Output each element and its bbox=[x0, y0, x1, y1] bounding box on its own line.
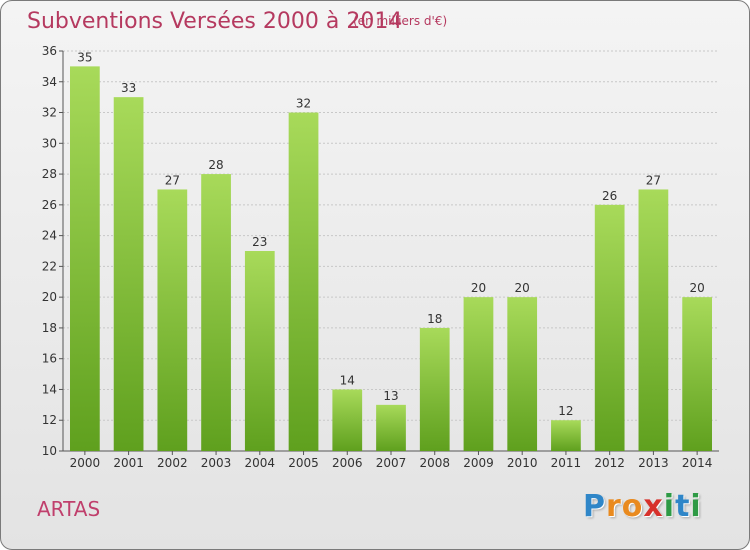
y-tick-label: 30 bbox=[42, 136, 57, 150]
bar-value-label: 20 bbox=[689, 281, 704, 295]
bar bbox=[332, 389, 363, 451]
bar-value-label: 13 bbox=[383, 389, 398, 403]
bar bbox=[201, 174, 231, 452]
bar-value-label: 23 bbox=[252, 235, 267, 249]
labels: 35 2000 33 2001 27 2002 28 2003 23 2004 32 2005 14 20… bbox=[70, 50, 713, 470]
axes: 10 12 14 16 18 20 22 24 26 28 30 32 34 36 bbox=[42, 44, 719, 458]
logo-letter: i bbox=[690, 489, 702, 524]
bar-value-label: 32 bbox=[296, 97, 311, 111]
y-tick-label: 36 bbox=[42, 44, 57, 58]
bar-value-label: 28 bbox=[208, 158, 223, 172]
logo-letter: x bbox=[643, 489, 664, 524]
logo-letter: P bbox=[583, 489, 606, 524]
y-tick-label: 28 bbox=[42, 167, 57, 181]
x-tick-label: 2013 bbox=[638, 456, 669, 470]
bar bbox=[463, 297, 494, 451]
x-tick-label: 2011 bbox=[551, 456, 582, 470]
x-tick-label: 2006 bbox=[332, 456, 363, 470]
x-tick-label: 2001 bbox=[113, 456, 144, 470]
bar bbox=[594, 204, 625, 451]
x-tick-label: 2014 bbox=[682, 456, 713, 470]
y-tick-label: 22 bbox=[42, 259, 57, 273]
y-tick-label: 26 bbox=[42, 198, 57, 212]
bar bbox=[638, 189, 669, 451]
x-tick-label: 2000 bbox=[70, 456, 101, 470]
bar bbox=[244, 251, 275, 451]
x-tick-label: 2007 bbox=[376, 456, 407, 470]
bar bbox=[376, 404, 406, 451]
bar-value-label: 27 bbox=[165, 173, 180, 187]
bars bbox=[69, 66, 713, 452]
bar bbox=[419, 327, 450, 451]
y-tick-label: 10 bbox=[42, 444, 57, 458]
x-tick-label: 2012 bbox=[594, 456, 625, 470]
x-tick-label: 2003 bbox=[201, 456, 232, 470]
bar-value-label: 14 bbox=[340, 373, 355, 387]
bar bbox=[157, 189, 188, 451]
bar-value-label: 26 bbox=[602, 189, 617, 203]
bar bbox=[507, 297, 538, 451]
x-tick-label: 2009 bbox=[463, 456, 494, 470]
y-tick-label: 24 bbox=[42, 229, 57, 243]
bar-value-label: 18 bbox=[427, 312, 442, 326]
bar bbox=[113, 97, 144, 452]
bar bbox=[288, 112, 319, 452]
bar-value-label: 27 bbox=[646, 173, 661, 187]
y-tick-label: 12 bbox=[42, 413, 57, 427]
bar bbox=[551, 420, 581, 451]
x-tick-label: 2002 bbox=[157, 456, 188, 470]
x-tick-label: 2004 bbox=[245, 456, 276, 470]
y-tick-label: 20 bbox=[42, 290, 57, 304]
chart-title: Subventions Versées 2000 à 2014 bbox=[27, 9, 403, 34]
y-tick-label: 32 bbox=[42, 106, 57, 120]
bar-value-label: 12 bbox=[558, 404, 573, 418]
logo-letter: t bbox=[675, 489, 691, 524]
commune-name: ARTAS bbox=[37, 497, 101, 521]
x-tick-label: 2005 bbox=[288, 456, 319, 470]
bar bbox=[682, 297, 713, 451]
logo-letter: r bbox=[606, 489, 622, 524]
y-tick-label: 18 bbox=[42, 321, 57, 335]
logo-letter: i bbox=[663, 489, 676, 524]
bar-value-label: 20 bbox=[515, 281, 530, 295]
chart-unit-note: (en milliers d'€) bbox=[353, 14, 448, 28]
x-tick-label: 2008 bbox=[419, 456, 450, 470]
x-tick-label: 2010 bbox=[507, 456, 538, 470]
y-tick-label: 14 bbox=[42, 382, 57, 396]
bar-value-label: 20 bbox=[471, 281, 486, 295]
logo-letter: o bbox=[621, 489, 644, 524]
bar-value-label: 35 bbox=[77, 50, 92, 64]
y-tick-label: 34 bbox=[42, 75, 57, 89]
y-tick-label: 16 bbox=[42, 352, 57, 366]
proxiti-logo: Proxiti bbox=[583, 489, 702, 524]
bar-value-label: 33 bbox=[121, 81, 136, 95]
bar bbox=[69, 66, 100, 451]
